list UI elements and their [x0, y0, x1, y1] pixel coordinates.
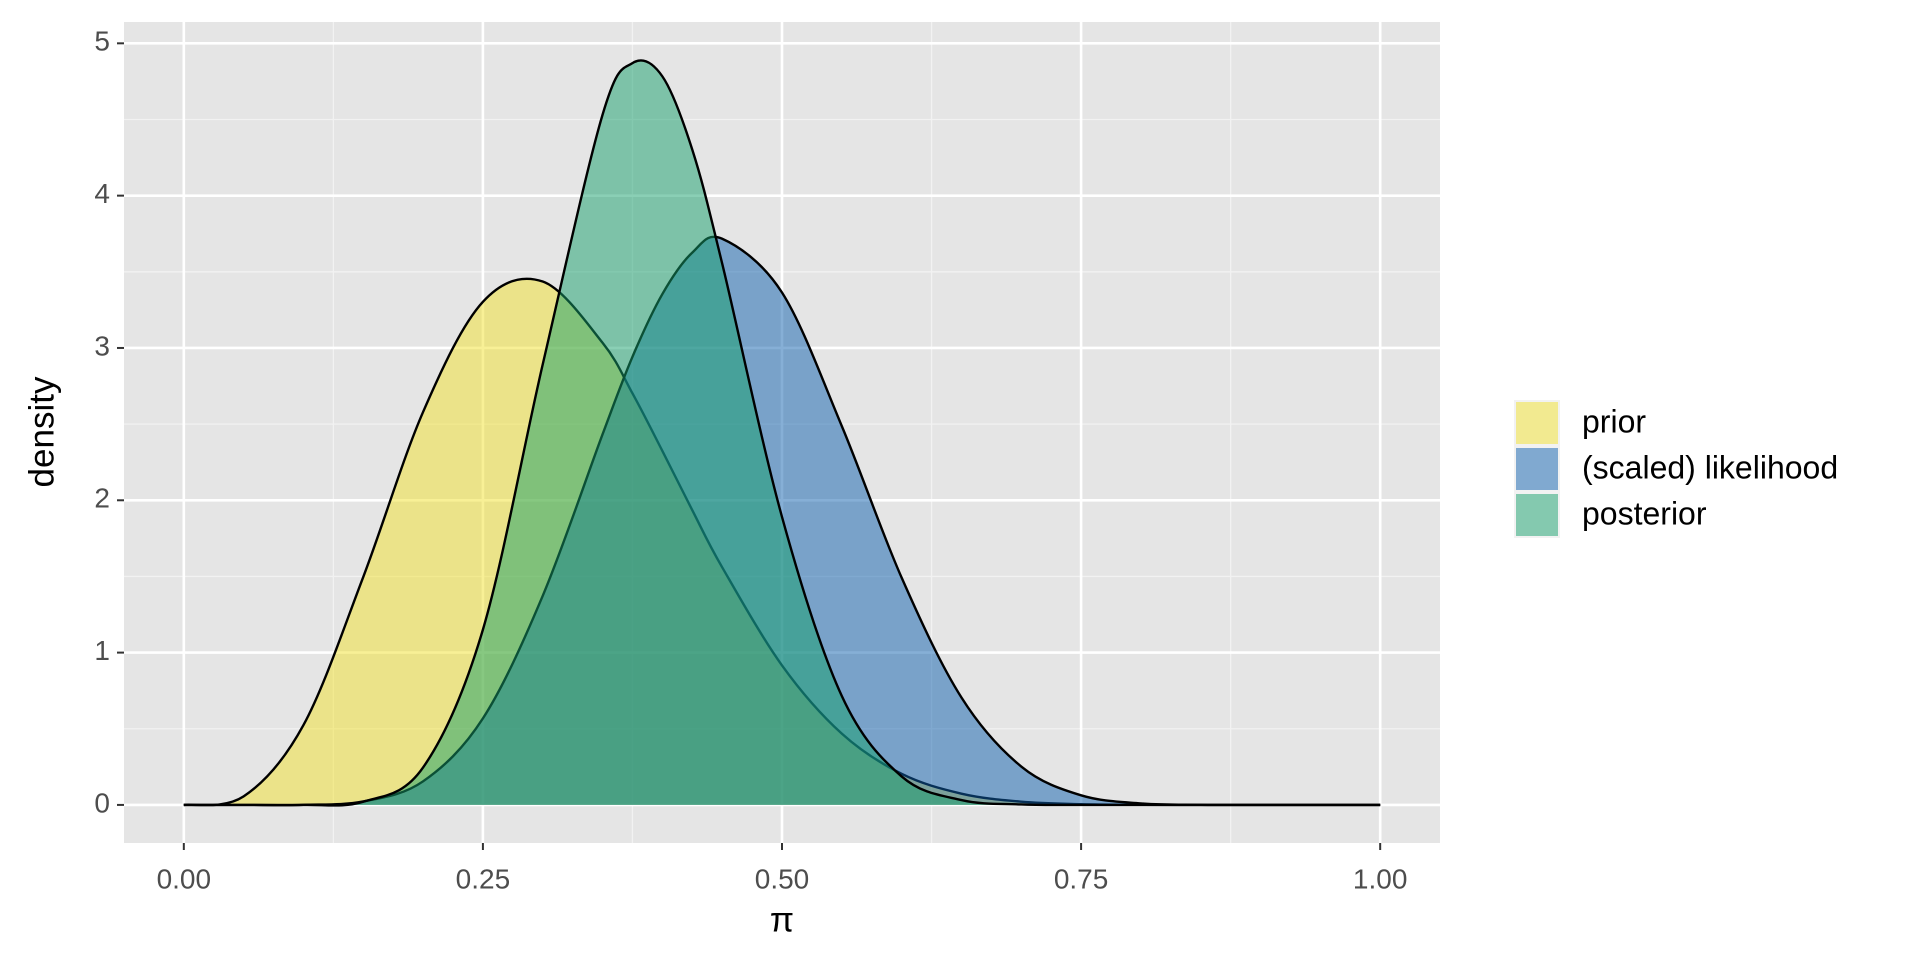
- legend-label: posterior: [1582, 495, 1707, 531]
- plot-area: [183, 59, 1381, 807]
- density-line: [183, 59, 1381, 807]
- y-tick-label: 5: [94, 26, 110, 57]
- x-tick-label: 0.75: [1054, 863, 1109, 894]
- density-area: [183, 60, 1381, 806]
- legend-label: prior: [1582, 403, 1646, 439]
- y-tick-label: 2: [94, 483, 110, 514]
- y-tick-label: 3: [94, 330, 110, 361]
- legend-key: [1516, 448, 1558, 490]
- y-tick-label: 0: [94, 787, 110, 818]
- x-tick-label: 0.50: [755, 863, 810, 894]
- legend-key: [1516, 402, 1558, 444]
- legend: prior (scaled) likelihood posterior: [1514, 400, 1838, 538]
- x-tick-label: 1.00: [1353, 863, 1408, 894]
- x-axis-title: π: [770, 900, 794, 939]
- axes: 0.00 0.25 0.50 0.75 1.00 0 1 2 3 4 5: [94, 26, 1407, 895]
- y-axis-title: density: [22, 376, 61, 487]
- legend-key: [1516, 494, 1558, 536]
- x-tick-label: 0.00: [157, 863, 212, 894]
- y-tick-label: 1: [94, 635, 110, 666]
- y-tick-label: 4: [94, 178, 110, 209]
- legend-label: (scaled) likelihood: [1582, 449, 1838, 485]
- x-tick-label: 0.25: [456, 863, 511, 894]
